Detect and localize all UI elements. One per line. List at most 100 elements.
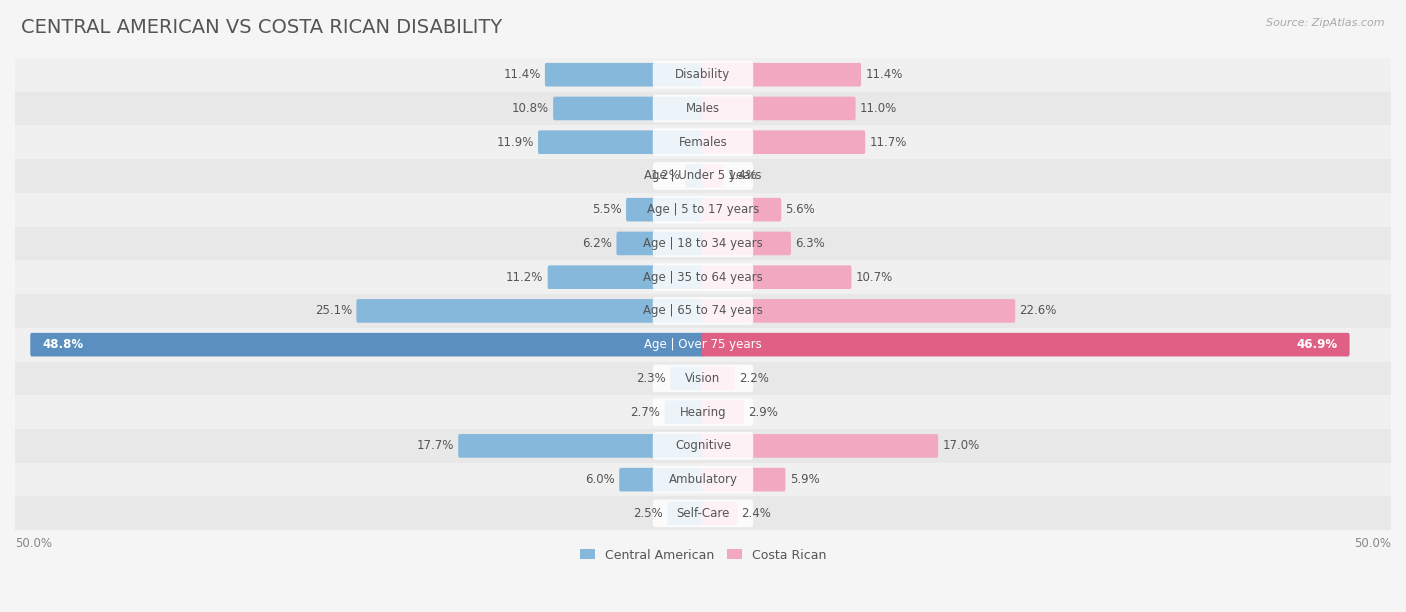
FancyBboxPatch shape [668,502,704,525]
FancyBboxPatch shape [671,367,704,390]
Text: 2.3%: 2.3% [636,372,666,385]
FancyBboxPatch shape [652,95,754,122]
Text: 1.2%: 1.2% [651,170,681,182]
FancyBboxPatch shape [652,466,754,493]
Text: 2.2%: 2.2% [738,372,769,385]
Text: 5.5%: 5.5% [592,203,621,216]
FancyBboxPatch shape [702,266,852,289]
Text: Age | Under 5 years: Age | Under 5 years [644,170,762,182]
FancyBboxPatch shape [15,395,1391,429]
Text: Cognitive: Cognitive [675,439,731,452]
FancyBboxPatch shape [546,63,704,86]
FancyBboxPatch shape [652,499,754,527]
Text: 10.7%: 10.7% [856,271,893,284]
FancyBboxPatch shape [15,328,1391,362]
FancyBboxPatch shape [31,333,704,356]
Text: 1.4%: 1.4% [728,170,758,182]
FancyBboxPatch shape [665,400,704,424]
Text: Age | Over 75 years: Age | Over 75 years [644,338,762,351]
FancyBboxPatch shape [15,58,1391,92]
FancyBboxPatch shape [619,468,704,491]
Text: 6.2%: 6.2% [582,237,612,250]
Text: Age | 65 to 74 years: Age | 65 to 74 years [643,304,763,318]
Text: Source: ZipAtlas.com: Source: ZipAtlas.com [1267,18,1385,28]
Text: 17.0%: 17.0% [942,439,980,452]
FancyBboxPatch shape [15,429,1391,463]
FancyBboxPatch shape [15,193,1391,226]
FancyBboxPatch shape [702,164,724,188]
FancyBboxPatch shape [15,125,1391,159]
Text: Age | 35 to 64 years: Age | 35 to 64 years [643,271,763,284]
Text: 46.9%: 46.9% [1296,338,1337,351]
FancyBboxPatch shape [702,367,734,390]
Text: Vision: Vision [685,372,721,385]
FancyBboxPatch shape [702,434,938,458]
FancyBboxPatch shape [702,333,1350,356]
FancyBboxPatch shape [538,130,704,154]
FancyBboxPatch shape [356,299,704,323]
Text: 2.5%: 2.5% [633,507,664,520]
Text: 5.9%: 5.9% [790,473,820,486]
FancyBboxPatch shape [702,502,737,525]
FancyBboxPatch shape [15,159,1391,193]
Text: Self-Care: Self-Care [676,507,730,520]
Text: Hearing: Hearing [679,406,727,419]
Text: 10.8%: 10.8% [512,102,548,115]
Text: CENTRAL AMERICAN VS COSTA RICAN DISABILITY: CENTRAL AMERICAN VS COSTA RICAN DISABILI… [21,18,502,37]
Text: Males: Males [686,102,720,115]
FancyBboxPatch shape [652,398,754,426]
Text: 25.1%: 25.1% [315,304,352,318]
FancyBboxPatch shape [702,231,792,255]
FancyBboxPatch shape [15,362,1391,395]
Text: 2.9%: 2.9% [748,406,779,419]
Text: 50.0%: 50.0% [15,537,52,550]
Text: 5.6%: 5.6% [786,203,815,216]
Text: Females: Females [679,136,727,149]
Text: 11.4%: 11.4% [865,68,903,81]
FancyBboxPatch shape [616,231,704,255]
Text: 6.3%: 6.3% [796,237,825,250]
FancyBboxPatch shape [652,432,754,460]
FancyBboxPatch shape [15,294,1391,328]
FancyBboxPatch shape [626,198,704,222]
FancyBboxPatch shape [652,297,754,325]
Text: 11.4%: 11.4% [503,68,541,81]
FancyBboxPatch shape [458,434,704,458]
Text: 11.0%: 11.0% [860,102,897,115]
FancyBboxPatch shape [652,162,754,190]
Text: 6.0%: 6.0% [585,473,614,486]
FancyBboxPatch shape [652,230,754,257]
Text: Age | 5 to 17 years: Age | 5 to 17 years [647,203,759,216]
Text: 11.2%: 11.2% [506,271,543,284]
Text: 11.9%: 11.9% [496,136,534,149]
Text: 2.7%: 2.7% [630,406,661,419]
FancyBboxPatch shape [702,130,865,154]
FancyBboxPatch shape [553,97,704,121]
Text: 17.7%: 17.7% [416,439,454,452]
FancyBboxPatch shape [15,260,1391,294]
FancyBboxPatch shape [702,198,782,222]
FancyBboxPatch shape [548,266,704,289]
FancyBboxPatch shape [15,226,1391,260]
FancyBboxPatch shape [652,129,754,156]
FancyBboxPatch shape [702,468,786,491]
FancyBboxPatch shape [685,164,704,188]
FancyBboxPatch shape [702,97,856,121]
Text: 11.7%: 11.7% [869,136,907,149]
Text: 50.0%: 50.0% [1354,537,1391,550]
FancyBboxPatch shape [652,263,754,291]
FancyBboxPatch shape [702,63,860,86]
Text: 2.4%: 2.4% [741,507,772,520]
FancyBboxPatch shape [15,92,1391,125]
FancyBboxPatch shape [702,299,1015,323]
FancyBboxPatch shape [652,61,754,89]
Legend: Central American, Costa Rican: Central American, Costa Rican [575,543,831,567]
Text: 22.6%: 22.6% [1019,304,1057,318]
FancyBboxPatch shape [652,365,754,392]
Text: Disability: Disability [675,68,731,81]
FancyBboxPatch shape [652,196,754,223]
Text: 48.8%: 48.8% [42,338,83,351]
Text: Ambulatory: Ambulatory [668,473,738,486]
FancyBboxPatch shape [15,496,1391,530]
Text: Age | 18 to 34 years: Age | 18 to 34 years [643,237,763,250]
